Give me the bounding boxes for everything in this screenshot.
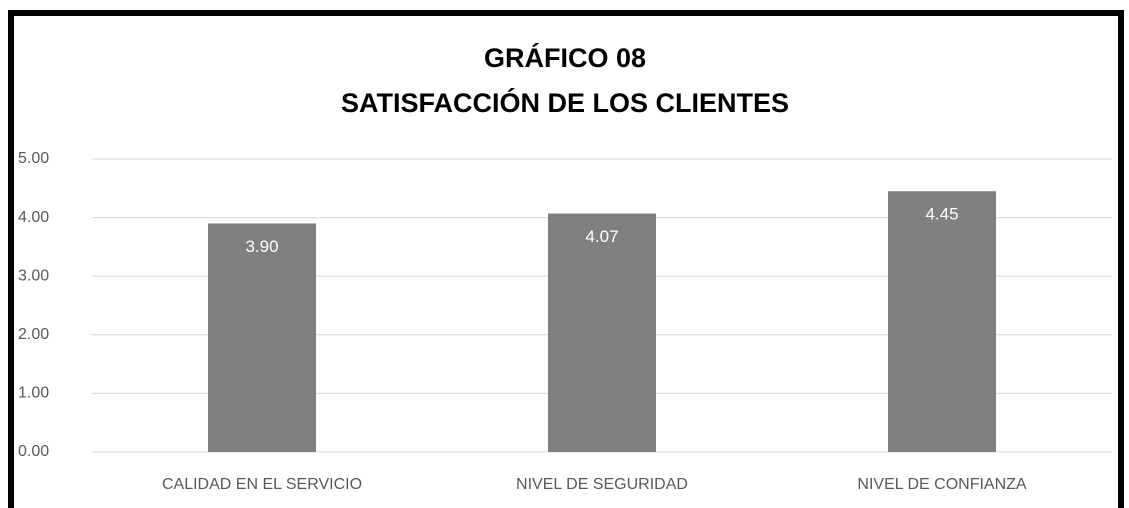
y-tick-label: 1.00: [18, 385, 49, 402]
y-tick-label: 4.00: [18, 209, 49, 226]
bar: [548, 213, 656, 452]
bar: [888, 191, 996, 453]
frame: [8, 10, 1124, 508]
y-tick-label: 2.00: [18, 326, 49, 343]
x-tick-label: CALIDAD EN EL SERVICIO: [162, 476, 362, 493]
chart-subtitle: SATISFACCIÓN DE LOS CLIENTES: [341, 87, 789, 118]
bar: [208, 223, 316, 452]
x-tick-label: NIVEL DE CONFIANZA: [857, 476, 1027, 493]
data-label: 4.07: [585, 227, 618, 246]
data-label: 3.90: [245, 237, 278, 256]
data-label: 4.45: [925, 205, 958, 224]
x-tick-label: NIVEL DE SEGURIDAD: [516, 476, 688, 493]
y-tick-label: 5.00: [18, 150, 49, 167]
chart-title: GRÁFICO 08: [484, 42, 646, 73]
y-tick-label: 3.00: [18, 267, 49, 284]
y-tick-label: 0.00: [18, 443, 49, 460]
